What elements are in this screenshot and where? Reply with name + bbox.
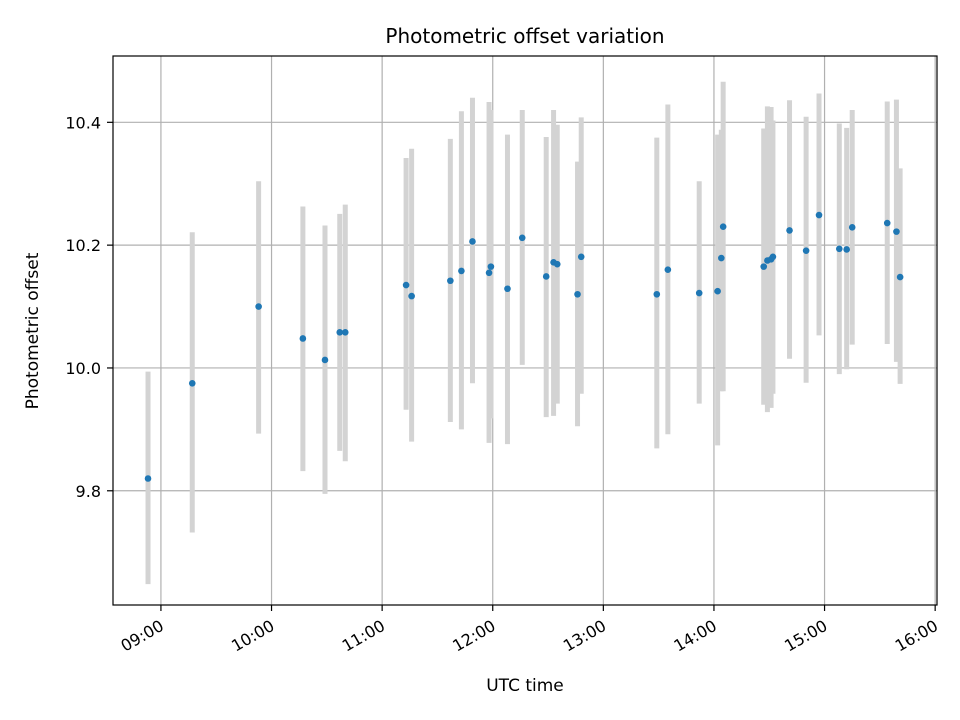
- error-bars: [145, 81, 903, 585]
- data-point: [336, 329, 344, 336]
- data-point: [341, 329, 349, 336]
- data-point: [653, 290, 661, 298]
- grid-lines: [113, 56, 937, 605]
- data-point: [843, 246, 850, 253]
- x-tick-label: 15:00: [781, 616, 830, 656]
- x-tick-label: 09:00: [117, 616, 166, 656]
- y-axis-ticks: 9.8 10.0 10.2 10.4: [65, 113, 113, 501]
- data-point: [835, 245, 843, 253]
- chart-title: Photometric offset variation: [385, 24, 664, 48]
- data-point: [458, 267, 465, 275]
- y-tick-label: 10.2: [65, 236, 101, 255]
- data-point: [896, 273, 904, 281]
- x-tick-label: 12:00: [449, 616, 498, 656]
- data-points: [144, 211, 904, 482]
- data-point: [718, 254, 725, 262]
- x-tick-label: 16:00: [892, 616, 941, 656]
- x-tick-label: 11:00: [339, 616, 388, 656]
- data-point: [553, 260, 561, 268]
- data-point: [769, 253, 777, 261]
- data-point: [577, 253, 585, 261]
- y-tick-label: 10.4: [65, 113, 101, 132]
- data-point: [188, 380, 196, 387]
- data-point: [893, 228, 900, 235]
- data-point: [487, 263, 495, 270]
- data-point: [504, 285, 511, 293]
- data-point: [786, 227, 793, 234]
- plot-frame: [112, 55, 938, 606]
- data-point: [447, 277, 454, 285]
- data-point: [664, 266, 672, 274]
- data-point: [802, 247, 810, 254]
- x-axis-ticks: 09:00 10:00 11:00 12:00 13:00 14:00 15:00 16:00: [117, 605, 941, 656]
- data-point: [518, 234, 526, 242]
- data-point: [815, 211, 823, 219]
- x-tick-label: 14:00: [671, 616, 720, 656]
- data-point: [542, 273, 550, 280]
- data-point: [719, 223, 727, 231]
- data-point: [321, 356, 329, 364]
- data-point: [299, 335, 307, 342]
- x-tick-label: 10:00: [228, 616, 277, 656]
- data-point: [574, 290, 581, 298]
- data-point: [144, 475, 152, 482]
- data-point: [485, 269, 493, 277]
- data-point: [714, 287, 721, 295]
- data-point: [469, 238, 476, 245]
- x-tick-label: 13:00: [560, 616, 609, 656]
- data-point: [848, 224, 856, 231]
- y-tick-label: 10.0: [65, 359, 101, 378]
- data-point: [883, 219, 891, 227]
- y-axis-label: Photometric offset: [23, 252, 43, 409]
- data-point: [695, 289, 703, 297]
- data-point: [402, 281, 410, 289]
- y-tick-label: 9.8: [76, 482, 101, 501]
- data-point: [760, 263, 768, 270]
- data-point: [408, 292, 415, 300]
- data-point: [255, 303, 262, 310]
- x-axis-label: UTC time: [486, 676, 564, 696]
